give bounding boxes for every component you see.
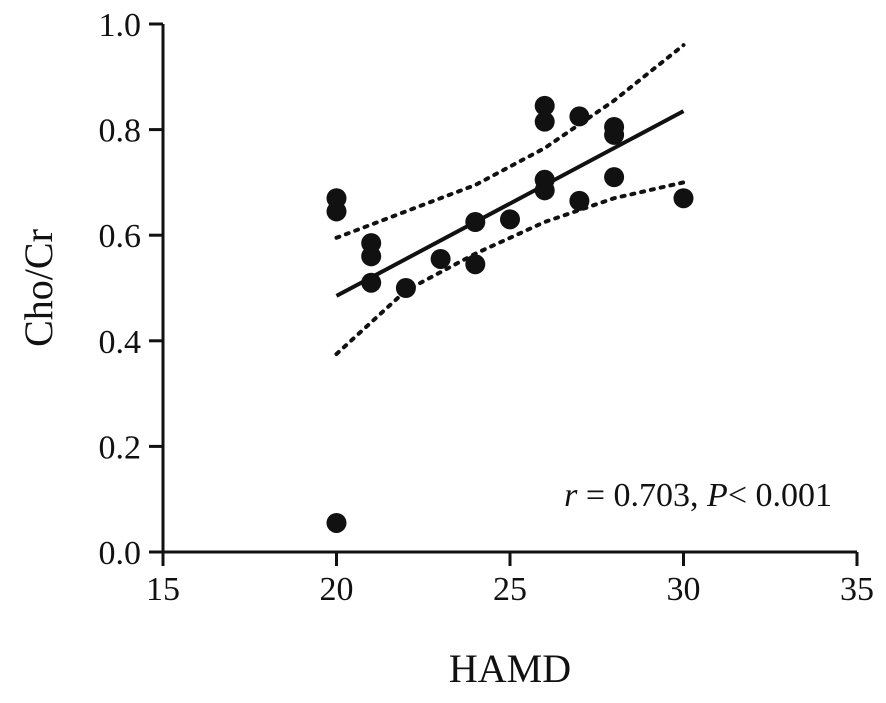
data-point-7 — [395, 278, 416, 298]
data-point-17 — [569, 190, 590, 211]
data-point-20 — [604, 167, 625, 188]
x-tick-label-35: 35 — [840, 571, 874, 608]
data-point-12 — [534, 95, 555, 116]
confidence-bands — [334, 43, 686, 356]
y-tick-label-0.8: 0.8 — [99, 113, 142, 150]
r-value: = 0.703, — [577, 477, 707, 514]
ci-lower-line — [334, 180, 686, 356]
data-point-15 — [534, 180, 555, 201]
y-tick-label-1.0: 1.0 — [99, 7, 142, 44]
p-symbol: P — [706, 477, 728, 514]
y-tick-label-0.0: 0.0 — [99, 535, 142, 572]
y-tick-label-0.6: 0.6 — [99, 218, 142, 255]
regression-line — [335, 109, 685, 298]
x-tick-label-20: 20 — [320, 571, 354, 608]
y-tick-label-0.2: 0.2 — [99, 429, 142, 466]
data-point-3 — [326, 512, 347, 533]
p-value: < 0.001 — [728, 477, 832, 514]
r-symbol: r — [564, 477, 578, 514]
data-point-8 — [430, 248, 451, 269]
data-points — [326, 95, 694, 533]
data-point-11 — [500, 209, 520, 230]
y-tick-label-0.4: 0.4 — [99, 324, 142, 361]
data-point-10 — [465, 254, 486, 275]
regression-line-group — [335, 109, 685, 298]
x-tick-label-15: 15 — [146, 571, 180, 608]
x-axis-label: HAMD — [449, 646, 571, 691]
data-point-21 — [673, 188, 694, 209]
data-point-2 — [326, 201, 347, 222]
data-point-9 — [465, 212, 486, 232]
ci-upper-line — [334, 43, 686, 240]
data-point-6 — [361, 272, 382, 293]
data-point-5 — [361, 246, 382, 267]
x-tick-label-30: 30 — [667, 571, 701, 608]
ticks: 15 20 25 30 35 0.0 0.2 0.4 0.6 0.8 1.0 — [99, 7, 875, 608]
data-point-13 — [534, 111, 555, 132]
x-tick-label-25: 25 — [493, 571, 527, 608]
axes — [161, 24, 857, 554]
y-axis-label: Cho/Cr — [16, 229, 61, 347]
correlation-annotation: r = 0.703, P< 0.001 — [564, 477, 832, 514]
data-point-16 — [569, 106, 590, 127]
data-point-19 — [604, 124, 625, 145]
